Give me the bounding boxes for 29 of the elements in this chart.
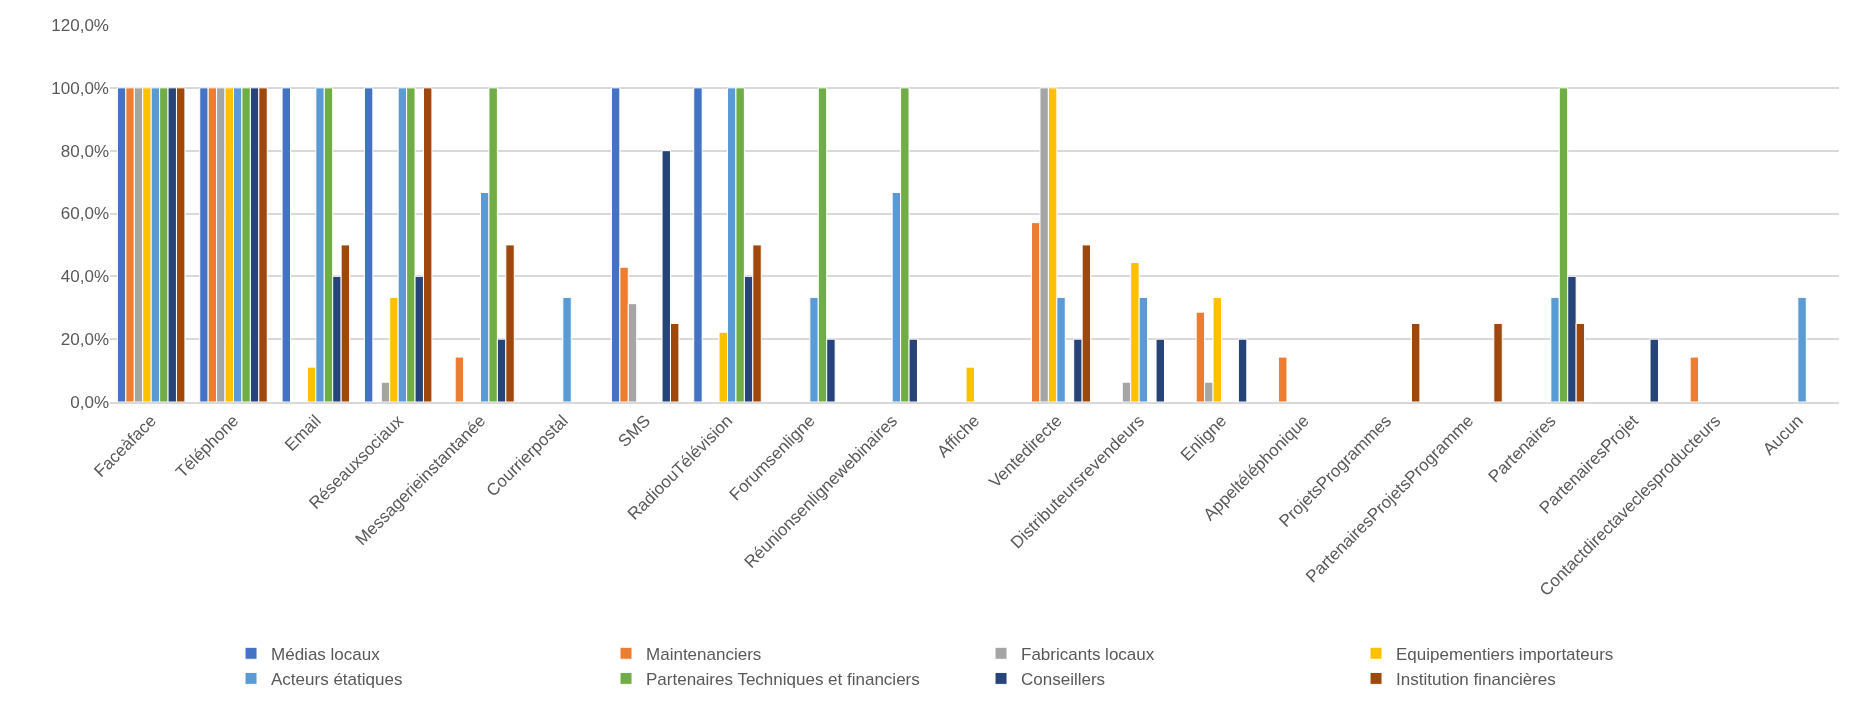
bar [1689,356,1700,402]
legend-label: Fabricants locaux [1021,644,1155,664]
legend-label: Médias locaux [271,644,381,664]
legend-label: Partenaires Techniques et financiers [646,670,920,690]
y-tick-label: 0,0% [70,392,109,412]
y-tick-label: 120,0% [51,15,109,35]
y-tick-label: 100,0% [51,78,109,98]
y-tick-label: 80,0% [60,141,109,161]
bar [1410,322,1421,402]
bar [1493,322,1503,402]
y-tick-label: 20,0% [60,330,109,350]
legend-label: Institution financières [1396,670,1556,690]
bar [965,366,975,402]
legend-label: Acteurs étatiques [271,670,403,690]
bar [562,296,572,402]
bar [454,356,465,402]
bar [1797,296,1807,402]
legend-label: Maintenanciers [646,644,762,664]
bar [1155,338,1165,402]
bar [1237,338,1248,402]
bar [1278,356,1288,402]
legend-label: Equipementiers importateurs [1396,644,1614,664]
bar [1649,338,1659,402]
bar [693,87,703,402]
bar [281,87,292,402]
y-tick-label: 40,0% [60,267,109,287]
bar [363,87,374,402]
y-tick-label: 60,0% [60,204,109,224]
legend-label: Conseillers [1021,670,1106,690]
